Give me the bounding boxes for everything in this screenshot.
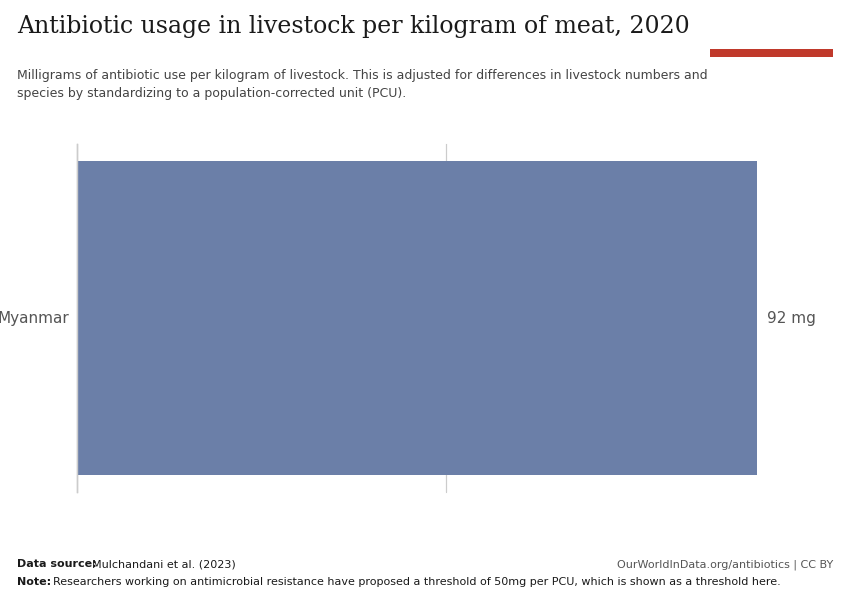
Text: Antibiotic usage in livestock per kilogram of meat, 2020: Antibiotic usage in livestock per kilogr…	[17, 15, 689, 38]
Bar	[710, 49, 833, 57]
Text: Myanmar: Myanmar	[0, 311, 70, 325]
Text: Note:: Note:	[17, 577, 51, 587]
Text: Researchers working on antimicrobial resistance have proposed a threshold of 50m: Researchers working on antimicrobial res…	[53, 577, 780, 587]
Text: 92 mg: 92 mg	[767, 311, 815, 325]
Text: Data source:: Data source:	[17, 559, 97, 569]
Text: Mulchandani et al. (2023): Mulchandani et al. (2023)	[92, 559, 235, 569]
Text: OurWorldInData.org/antibiotics | CC BY: OurWorldInData.org/antibiotics | CC BY	[617, 559, 833, 570]
Text: Our World: Our World	[741, 15, 801, 25]
Text: Milligrams of antibiotic use per kilogram of livestock. This is adjusted for dif: Milligrams of antibiotic use per kilogra…	[17, 69, 707, 82]
Text: species by standardizing to a population-corrected unit (PCU).: species by standardizing to a population…	[17, 87, 406, 100]
Text: in Data: in Data	[750, 32, 792, 43]
